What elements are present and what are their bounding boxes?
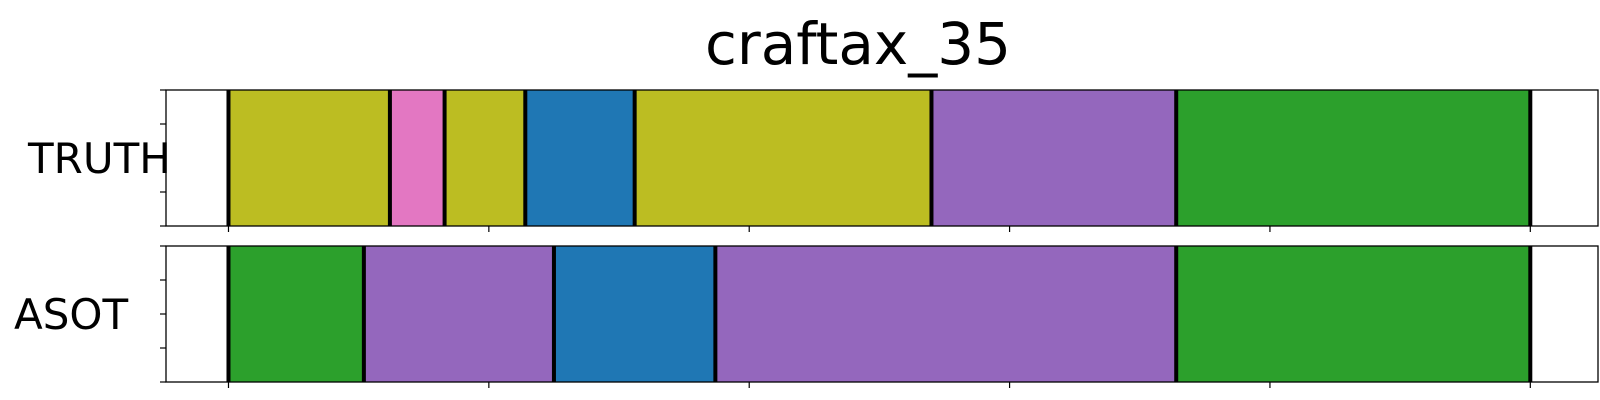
segment-asot-0: [228, 246, 364, 382]
row-label-asot: ASOT: [14, 290, 128, 339]
segment-truth-5: [931, 90, 1177, 226]
segment-truth-3: [525, 90, 635, 226]
segment-truth-6: [1176, 90, 1531, 226]
row-asot: ASOT: [14, 245, 1599, 388]
segment-asot-1: [363, 246, 554, 382]
segment-truth-4: [634, 90, 932, 226]
row-label-truth: TRUTH: [27, 134, 171, 183]
segment-truth-2: [444, 90, 526, 226]
segment-truth-0: [228, 90, 390, 226]
row-truth: TRUTH: [27, 89, 1599, 232]
segment-asot-2: [553, 246, 716, 382]
segment-asot-4: [1176, 246, 1531, 382]
segment-truth-1: [389, 90, 445, 226]
chart-title: craftax_35: [705, 10, 1011, 78]
segment-asot-3: [715, 246, 1177, 382]
